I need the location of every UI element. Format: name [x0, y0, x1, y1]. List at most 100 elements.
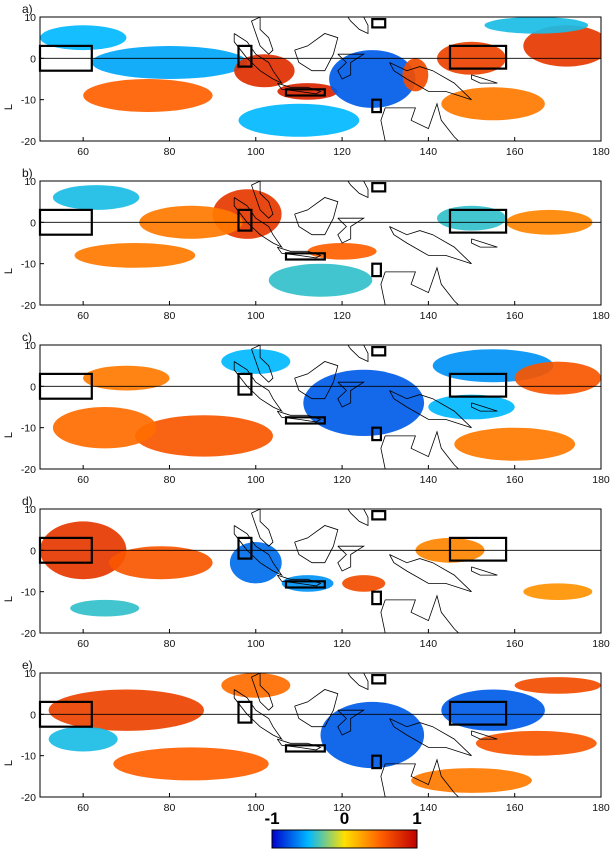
anomaly-blob-8: [411, 768, 532, 793]
coastline-8: [471, 238, 498, 248]
anomaly-blob-1: [113, 747, 269, 781]
region-box-2: [284, 252, 326, 261]
region-box-4: [371, 426, 382, 442]
coastline-2: [294, 689, 339, 728]
anomaly-blob-11: [441, 87, 545, 121]
coastline-3: [337, 709, 366, 736]
coastline-6: [251, 509, 274, 547]
x-tick-label: 80: [164, 146, 176, 158]
anomaly-blob-10: [484, 17, 589, 34]
coastline-1: [276, 82, 322, 95]
y-tick-label: -10: [21, 587, 36, 599]
y-tick-label: -10: [21, 423, 36, 435]
y-axis-label: L: [3, 104, 15, 110]
panel-label: a): [22, 2, 33, 16]
region-box-1: [237, 536, 253, 560]
anomaly-blob-7: [402, 58, 429, 92]
x-tick-label: 120: [333, 474, 351, 486]
x-tick-label: 140: [420, 146, 438, 158]
coastline-4: [389, 554, 472, 593]
anomaly-blob-0: [303, 369, 425, 436]
anomaly-blob-4: [342, 575, 386, 592]
y-tick-label: -10: [21, 95, 36, 107]
colorbar-tick-label: 1: [412, 809, 421, 828]
region-box-2: [284, 88, 326, 97]
x-tick-label: 100: [247, 146, 265, 158]
region-box-3: [371, 18, 387, 29]
x-tick-label: 140: [420, 802, 438, 814]
y-axis-label: L: [3, 596, 15, 602]
anomaly-blob-6: [70, 599, 140, 617]
anomaly-blob-7: [514, 361, 601, 395]
x-tick-label: 80: [164, 474, 176, 486]
anomaly-blob-3: [52, 185, 140, 210]
x-tick-label: 100: [247, 638, 265, 650]
anomaly-blob-2: [83, 79, 213, 112]
y-tick-label: 0: [30, 53, 36, 65]
x-tick-label: 140: [420, 474, 438, 486]
x-tick-label: 120: [333, 802, 351, 814]
y-tick-label: -20: [21, 792, 36, 804]
x-tick-label: 80: [164, 310, 176, 322]
region-box-1: [237, 44, 253, 68]
x-tick-label: 160: [506, 802, 524, 814]
x-tick-label: 80: [164, 802, 176, 814]
x-tick-label: 160: [506, 638, 524, 650]
x-tick-label: 180: [592, 802, 610, 814]
region-box-4: [371, 262, 382, 278]
x-tick-label: 60: [77, 802, 89, 814]
coastline-2: [294, 361, 339, 400]
region-box-4: [371, 590, 382, 606]
region-box-5: [448, 536, 508, 562]
colorbar-tick-label: 0: [340, 809, 349, 828]
panel-label: c): [22, 330, 32, 344]
coastline-0: [233, 689, 283, 741]
region-box-4: [371, 98, 382, 114]
anomaly-field: [52, 181, 593, 305]
x-tick-label: 60: [77, 146, 89, 158]
region-box-3: [371, 510, 387, 521]
coastline-6: [251, 17, 274, 55]
colorbar-bar: [271, 829, 418, 849]
region-box-5: [448, 372, 508, 398]
anomaly-blob-6: [437, 205, 506, 231]
region-box-1: [237, 208, 253, 232]
anomaly-blob-0: [91, 46, 248, 79]
x-tick-label: 180: [592, 638, 610, 650]
coastline-6: [251, 181, 274, 219]
coastline-3: [337, 217, 366, 244]
coastline-2: [294, 197, 339, 236]
y-tick-label: -10: [21, 259, 36, 271]
x-tick-label: 160: [506, 474, 524, 486]
anomaly-blob-2: [229, 542, 282, 584]
region-box-5: [448, 208, 508, 234]
coastline-7: [347, 181, 369, 199]
y-axis-label: L: [3, 268, 15, 274]
x-tick-label: 120: [333, 638, 351, 650]
coastline-5: [380, 266, 460, 305]
coastline-7: [347, 17, 369, 35]
x-tick-label: 120: [333, 310, 351, 322]
panel-frame: [39, 344, 602, 470]
coastline-0: [233, 361, 283, 413]
panel-frame: [39, 672, 602, 798]
coastline-7: [347, 509, 369, 527]
region-box-4: [371, 754, 382, 770]
anomaly-blob-1: [40, 25, 127, 51]
panel-frame: [39, 508, 602, 634]
y-tick-label: 10: [24, 176, 36, 188]
coastline-6: [251, 345, 274, 383]
coastline-7: [347, 345, 369, 363]
anomaly-blob-7: [523, 583, 593, 600]
anomaly-blob-4: [441, 689, 545, 731]
x-tick-label: 60: [77, 474, 89, 486]
coastline-0: [233, 525, 283, 577]
y-tick-label: 0: [30, 381, 36, 393]
x-tick-label: 60: [77, 638, 89, 650]
colorbar: -1 0 1: [264, 809, 422, 849]
anomaly-blob-0: [48, 689, 204, 731]
region-box-3: [371, 182, 387, 193]
